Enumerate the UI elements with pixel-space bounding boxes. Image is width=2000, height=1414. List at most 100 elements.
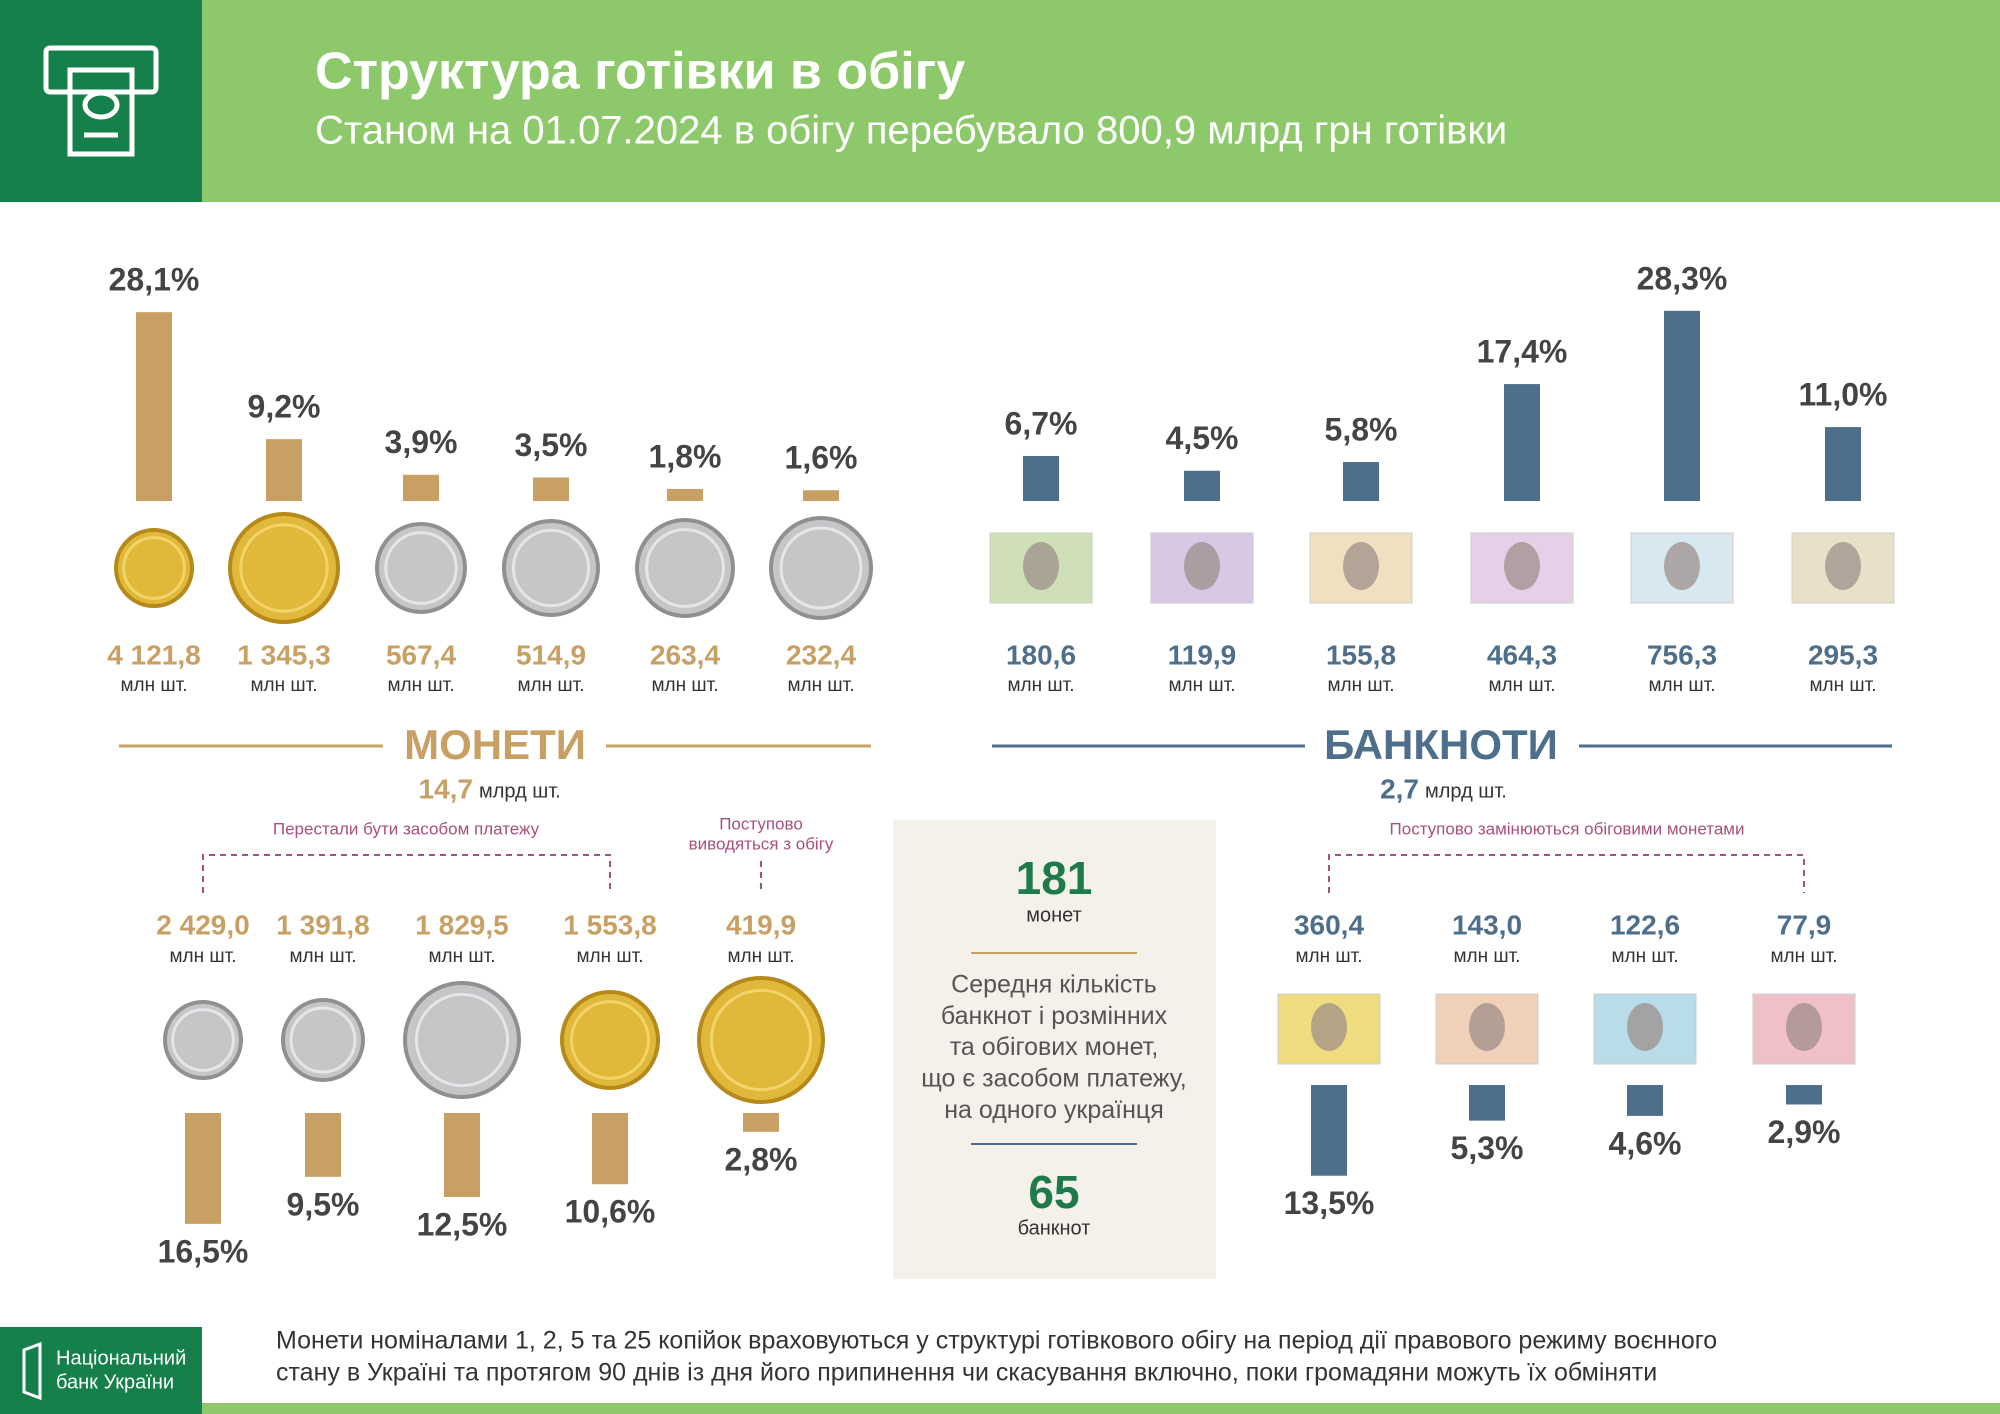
section-unit: млрд шт. bbox=[479, 780, 561, 802]
value-label: 5,3% bbox=[1451, 1130, 1524, 1166]
bar bbox=[1786, 1085, 1822, 1105]
count-unit: млн шт. bbox=[1809, 675, 1876, 696]
coin-image bbox=[403, 981, 521, 1099]
value-label: 16,5% bbox=[158, 1233, 249, 1269]
footer-band bbox=[202, 1403, 2000, 1414]
count-unit: млн шт. bbox=[517, 675, 584, 696]
banknote-portrait bbox=[1825, 542, 1861, 590]
count-label: 514,9 bbox=[516, 639, 586, 670]
value-label: 12,5% bbox=[417, 1206, 508, 1242]
notes-per-capita: 65 bbox=[1028, 1166, 1079, 1218]
banknote-portrait bbox=[1664, 542, 1700, 590]
count-label: 419,9 bbox=[726, 909, 796, 940]
annotation-bracket bbox=[1328, 854, 1805, 893]
count-label: 1 345,3 bbox=[237, 639, 330, 670]
value-label: 13,5% bbox=[1284, 1185, 1375, 1221]
count-unit: млн шт. bbox=[169, 946, 236, 967]
count-unit: млн шт. bbox=[651, 675, 718, 696]
bar bbox=[305, 1113, 341, 1177]
coins-label: монет bbox=[1026, 904, 1082, 926]
banknote-portrait bbox=[1343, 542, 1379, 590]
coin-image bbox=[114, 528, 194, 608]
bar bbox=[1664, 310, 1700, 501]
value-label: 3,5% bbox=[515, 427, 588, 463]
coin-image bbox=[502, 519, 600, 617]
count-unit: млн шт. bbox=[787, 675, 854, 696]
count-unit: млн шт. bbox=[1488, 675, 1555, 696]
coin-rim bbox=[384, 531, 458, 605]
value-label: 10,6% bbox=[565, 1194, 656, 1230]
banknote-portrait bbox=[1184, 542, 1220, 590]
count-label: 1 391,8 bbox=[276, 909, 369, 940]
banknote-portrait bbox=[1469, 1003, 1505, 1051]
coin-image bbox=[560, 990, 660, 1090]
banknote-portrait bbox=[1504, 542, 1540, 590]
logo-text: банк України bbox=[56, 1371, 174, 1393]
center-text: на одного українця bbox=[944, 1096, 1164, 1124]
coin-image bbox=[281, 998, 365, 1082]
count-label: 1 829,5 bbox=[415, 909, 508, 940]
bar bbox=[1825, 427, 1861, 501]
header-icon bbox=[43, 45, 159, 157]
count-label: 122,6 bbox=[1610, 909, 1680, 940]
count-label: 4 121,8 bbox=[107, 639, 200, 670]
value-label: 5,8% bbox=[1325, 411, 1398, 447]
title: Структура готівки в обігу bbox=[315, 43, 965, 101]
center-text: Середня кількість bbox=[951, 971, 1157, 999]
count-unit: млн шт. bbox=[1453, 946, 1520, 967]
bar bbox=[743, 1113, 779, 1132]
coin-image bbox=[769, 516, 873, 620]
count-label: 180,6 bbox=[1006, 639, 1076, 670]
value-label: 1,8% bbox=[649, 438, 722, 474]
count-label: 263,4 bbox=[650, 639, 720, 670]
count-label: 143,0 bbox=[1452, 909, 1522, 940]
header-icon-box bbox=[0, 0, 202, 202]
count-label: 464,3 bbox=[1487, 639, 1557, 670]
value-label: 17,4% bbox=[1477, 334, 1568, 370]
coin-rim bbox=[122, 536, 186, 600]
count-unit: млн шт. bbox=[1770, 946, 1837, 967]
count-label: 155,8 bbox=[1326, 639, 1396, 670]
value-label: 6,7% bbox=[1005, 405, 1078, 441]
bar bbox=[592, 1113, 628, 1185]
footer-logo-box bbox=[0, 1327, 202, 1414]
bar bbox=[1627, 1085, 1663, 1116]
bar bbox=[533, 477, 569, 501]
bar bbox=[1343, 462, 1379, 501]
banknote-portrait bbox=[1023, 542, 1059, 590]
annotation-bracket bbox=[202, 854, 611, 893]
value-label: 4,5% bbox=[1166, 420, 1239, 456]
logo-mark bbox=[22, 1341, 42, 1401]
value-label: 4,6% bbox=[1609, 1125, 1682, 1161]
coin-image bbox=[375, 522, 467, 614]
count-label: 295,3 bbox=[1808, 639, 1878, 670]
count-unit: млн шт. bbox=[1295, 946, 1362, 967]
count-label: 756,3 bbox=[1647, 639, 1717, 670]
count-label: 567,4 bbox=[386, 639, 456, 670]
bar bbox=[667, 488, 703, 501]
footer-note: стану в Україні та протягом 90 днів із д… bbox=[276, 1359, 1657, 1387]
coin-image bbox=[697, 976, 825, 1104]
value-label: 28,3% bbox=[1637, 260, 1728, 296]
coin-rim bbox=[645, 528, 725, 608]
count-unit: млн шт. bbox=[120, 675, 187, 696]
value-label: 28,1% bbox=[109, 262, 200, 298]
count-unit: млн шт. bbox=[576, 946, 643, 967]
count-unit: млн шт. bbox=[1007, 675, 1074, 696]
count-label: 232,4 bbox=[786, 639, 856, 670]
count-unit: млн шт. bbox=[289, 946, 356, 967]
banknote-portrait bbox=[1786, 1003, 1822, 1051]
value-label: 2,9% bbox=[1768, 1114, 1841, 1150]
value-label: 9,5% bbox=[287, 1186, 360, 1222]
coin-rim bbox=[779, 526, 863, 610]
bar bbox=[266, 439, 302, 501]
count-unit: млн шт. bbox=[1327, 675, 1394, 696]
section-title: МОНЕТИ bbox=[404, 721, 586, 768]
center-text: що є засобом платежу, bbox=[921, 1065, 1186, 1093]
logo-text: Національний bbox=[56, 1347, 186, 1369]
value-label: 3,9% bbox=[385, 424, 458, 460]
bar bbox=[1184, 470, 1220, 501]
banknote-portrait bbox=[1311, 1003, 1347, 1051]
header-band bbox=[0, 0, 2000, 202]
